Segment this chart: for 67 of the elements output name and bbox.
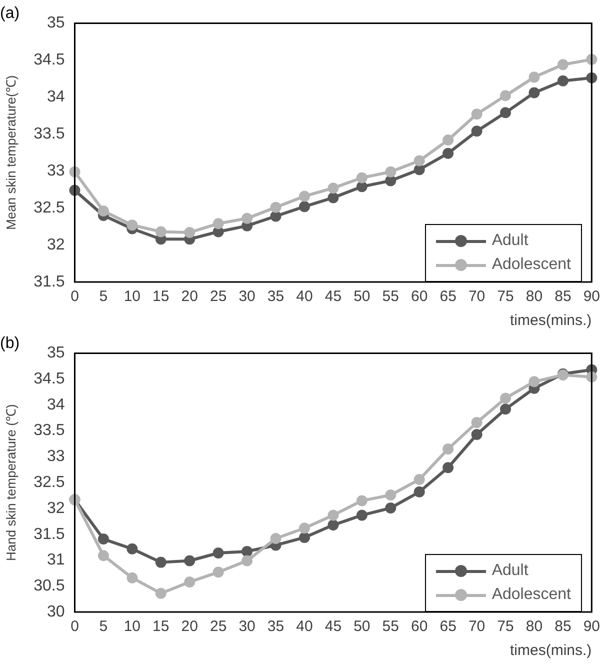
y-tick-label: 31: [46, 552, 65, 569]
chart-title: (a): [0, 5, 20, 22]
x-axis-title: times(mins.): [510, 642, 592, 660]
y-tick-label: 34: [46, 88, 65, 106]
chart-title: (b): [0, 335, 20, 352]
x-tick-label: 80: [526, 618, 543, 636]
x-tick-label: 30: [238, 288, 256, 306]
y-tick-label: 35: [46, 344, 65, 362]
legend-label: Adult: [492, 232, 528, 250]
x-tick-label: 15: [152, 288, 170, 306]
x-tick-label: 40: [296, 618, 313, 636]
y-tick-label: 33.5: [34, 422, 65, 440]
x-tick-label: 80: [526, 288, 543, 306]
x-tick-label: 35: [267, 288, 284, 306]
y-tick-label: 33: [46, 448, 65, 466]
y-tick-label: 34.5: [34, 52, 65, 69]
y-tick-label: 32: [46, 236, 65, 254]
x-tick-label: 75: [497, 288, 514, 306]
x-tick-label: 90: [583, 618, 600, 636]
x-tick-label: 65: [440, 288, 456, 306]
x-tick-label: 45: [324, 618, 342, 636]
x-tick-label: 70: [468, 618, 486, 636]
y-tick-label: 30.5: [34, 578, 65, 595]
x-tick-label: 70: [468, 288, 486, 306]
y-tick-label: 35: [46, 14, 65, 32]
y-tick-label: 33: [46, 162, 65, 180]
x-tick-label: 55: [382, 618, 399, 636]
x-tick-label: 10: [124, 618, 141, 636]
x-tick-label: 20: [181, 288, 198, 306]
x-tick-label: 30: [238, 618, 256, 636]
y-axis-title: Mean skin temperature(℃): [3, 75, 18, 230]
y-tick-label: 33.5: [34, 126, 65, 143]
x-tick-label: 85: [554, 288, 572, 306]
y-tick-label: 30: [46, 603, 65, 620]
x-tick-label: 65: [440, 618, 456, 636]
x-tick-label: 45: [324, 288, 342, 306]
x-axis-title: times(mins.): [510, 312, 592, 330]
x-tick-label: 10: [124, 288, 141, 306]
x-tick-label: 25: [210, 618, 227, 636]
legend-label: Adolescent: [492, 586, 571, 604]
x-tick-label: 0: [70, 288, 79, 306]
x-tick-label: 55: [382, 288, 399, 306]
y-tick-label: 32: [46, 500, 65, 517]
x-tick-label: 60: [411, 618, 428, 636]
y-tick-label: 31.5: [34, 526, 65, 543]
x-tick-label: 5: [99, 618, 108, 636]
legend-label: Adolescent: [492, 256, 571, 274]
y-tick-label: 31.5: [34, 273, 65, 290]
x-tick-label: 90: [583, 288, 600, 306]
y-tick-label: 34.5: [34, 370, 65, 388]
x-tick-label: 50: [354, 618, 370, 636]
x-tick-label: 5: [99, 288, 108, 306]
y-tick-label: 32.5: [34, 474, 65, 492]
legend-label: Adult: [492, 562, 528, 580]
x-tick-label: 75: [497, 618, 514, 636]
y-tick-label: 34: [46, 396, 65, 414]
y-axis-title: Hand skin temperature (℃): [3, 404, 18, 561]
x-tick-label: 35: [267, 618, 284, 636]
x-tick-label: 20: [181, 618, 198, 636]
y-tick-label: 32.5: [34, 199, 65, 216]
x-tick-label: 85: [554, 618, 572, 636]
x-tick-label: 0: [70, 618, 79, 636]
x-tick-label: 40: [296, 288, 313, 306]
x-tick-label: 50: [354, 288, 370, 306]
x-tick-label: 25: [210, 288, 227, 306]
x-tick-label: 60: [411, 288, 428, 306]
x-tick-label: 15: [152, 618, 170, 636]
